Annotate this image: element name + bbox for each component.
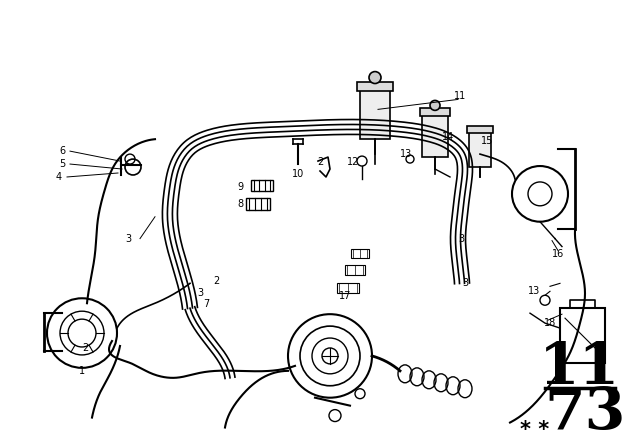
Bar bbox=[251, 181, 273, 191]
Bar bbox=[560, 308, 605, 363]
Text: 16: 16 bbox=[552, 249, 564, 258]
Text: 2: 2 bbox=[213, 276, 219, 286]
Text: 13: 13 bbox=[528, 286, 540, 296]
Text: 14: 14 bbox=[442, 132, 454, 142]
Text: 3: 3 bbox=[125, 233, 131, 244]
Bar bbox=[246, 198, 270, 210]
Text: 18: 18 bbox=[544, 318, 556, 328]
Circle shape bbox=[369, 72, 381, 83]
Text: * *: * * bbox=[520, 419, 550, 439]
Text: 12: 12 bbox=[347, 157, 359, 167]
Bar bbox=[351, 249, 369, 258]
Text: 8: 8 bbox=[237, 199, 243, 209]
Bar bbox=[422, 115, 448, 157]
Bar bbox=[467, 126, 493, 133]
Bar bbox=[345, 266, 365, 276]
Text: 17: 17 bbox=[339, 291, 351, 301]
Text: 11: 11 bbox=[454, 91, 466, 101]
Bar bbox=[337, 283, 359, 293]
Circle shape bbox=[68, 319, 96, 347]
Text: 2: 2 bbox=[82, 343, 88, 353]
Text: 10: 10 bbox=[292, 169, 304, 179]
Bar bbox=[420, 108, 450, 116]
Circle shape bbox=[322, 348, 338, 364]
Text: 3: 3 bbox=[458, 233, 464, 244]
Text: 7: 7 bbox=[203, 299, 209, 309]
Text: 5: 5 bbox=[59, 159, 65, 169]
Text: 73: 73 bbox=[544, 384, 626, 440]
Bar bbox=[360, 90, 390, 139]
Text: 6: 6 bbox=[59, 146, 65, 156]
Text: 9: 9 bbox=[237, 182, 243, 192]
Bar bbox=[357, 82, 393, 91]
Text: 11: 11 bbox=[540, 340, 621, 396]
Text: 1: 1 bbox=[79, 366, 85, 376]
Text: 15: 15 bbox=[481, 136, 493, 146]
Text: 3: 3 bbox=[462, 278, 468, 289]
Text: 2: 2 bbox=[317, 157, 323, 167]
Text: 4: 4 bbox=[56, 172, 62, 182]
Bar bbox=[469, 132, 491, 167]
Circle shape bbox=[528, 182, 552, 206]
Text: 3: 3 bbox=[197, 289, 203, 298]
Text: 13: 13 bbox=[400, 149, 412, 159]
Circle shape bbox=[430, 100, 440, 110]
